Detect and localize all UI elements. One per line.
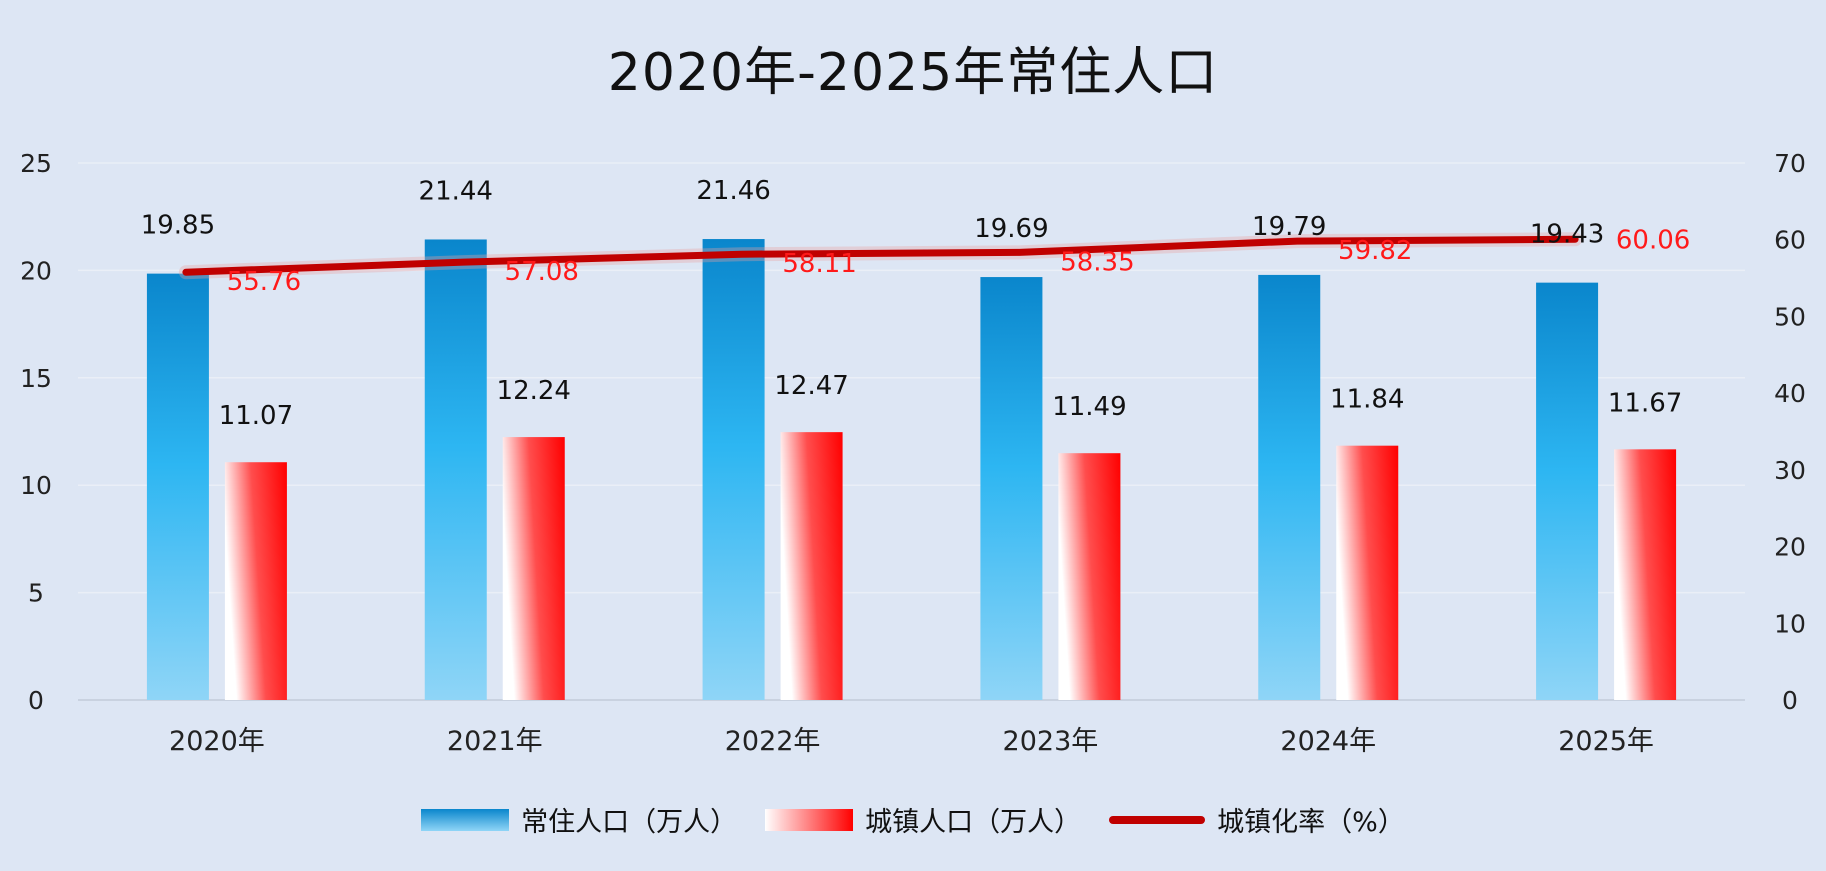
- y-left-tick-label: 0: [28, 686, 44, 715]
- bar-resident-population: [702, 239, 765, 701]
- bar-urban-population: [1336, 445, 1399, 700]
- data-label-urbanization-rate: 58.11: [782, 249, 856, 279]
- data-label-resident-population: 19.69: [974, 214, 1048, 244]
- data-label-urbanization-rate: 60.06: [1616, 225, 1690, 255]
- legend-label-urban: 城镇人口（万人）: [865, 807, 1082, 838]
- data-label-urban-population: 12.47: [774, 371, 848, 401]
- data-label-resident-population: 21.44: [419, 176, 493, 206]
- x-tick-label: 2022年: [725, 726, 821, 757]
- legend-swatch-urbanization-rate: [1109, 815, 1206, 824]
- y-right-tick-label: 30: [1774, 456, 1806, 485]
- bar-resident-population: [1258, 274, 1321, 700]
- y-left-tick-label: 15: [20, 364, 52, 393]
- y-left-tick-label: 20: [20, 256, 52, 285]
- data-label-urbanization-rate: 57.08: [505, 257, 579, 287]
- x-tick-label: 2020年: [169, 726, 265, 757]
- data-label-resident-population: 19.79: [1252, 212, 1326, 242]
- legend-label-resident: 常住人口（万人）: [521, 807, 738, 838]
- legend-label-urbanization-rate: 城镇化率（%）: [1217, 807, 1405, 838]
- y-right-tick-label: 70: [1774, 149, 1806, 178]
- data-label-urban-population: 11.49: [1052, 392, 1126, 422]
- data-label-resident-population: 19.43: [1530, 220, 1604, 250]
- y-right-tick-label: 0: [1782, 686, 1798, 715]
- y-right-tick-label: 10: [1774, 609, 1806, 638]
- y-right-tick-label: 60: [1774, 226, 1806, 255]
- y-right-tick-label: 40: [1774, 379, 1806, 408]
- data-label-resident-population: 19.85: [141, 211, 215, 241]
- legend-swatch-urban: [765, 808, 854, 831]
- legend-item-urbanization-rate: 城镇化率（%）: [1109, 800, 1405, 839]
- bar-urban-population: [780, 432, 843, 700]
- data-label-urbanization-rate: 58.35: [1060, 247, 1134, 277]
- data-label-urban-population: 11.07: [219, 401, 293, 431]
- legend-swatch-resident: [421, 808, 510, 831]
- bar-resident-population: [146, 273, 209, 700]
- bar-resident-population: [424, 239, 487, 700]
- bar-urban-population: [224, 462, 287, 700]
- y-right-tick-label: 20: [1774, 533, 1806, 562]
- y-left-tick-label: 25: [20, 149, 52, 178]
- data-label-urban-population: 11.84: [1330, 385, 1404, 415]
- bar-urban-population: [1614, 449, 1677, 700]
- bar-urban-population: [502, 437, 565, 700]
- data-label-urbanization-rate: 55.76: [227, 267, 301, 297]
- legend-item-urban: 城镇人口（万人）: [765, 800, 1081, 839]
- data-label-urban-population: 12.24: [497, 376, 571, 406]
- line-urbanization-rate: [182, 235, 1579, 276]
- data-label-resident-population: 21.46: [696, 176, 770, 206]
- data-label-urban-population: 11.67: [1608, 388, 1682, 418]
- x-tick-label: 2023年: [1003, 726, 1099, 757]
- data-label-urbanization-rate: 59.82: [1338, 236, 1412, 266]
- legend-item-resident: 常住人口（万人）: [421, 800, 737, 839]
- x-tick-label: 2021年: [447, 726, 543, 757]
- bar-resident-population: [1536, 282, 1599, 700]
- chart-title: 2020年-2025年常住人口: [607, 43, 1219, 103]
- x-tick-label: 2024年: [1280, 726, 1376, 757]
- bar-urban-population: [1058, 453, 1121, 700]
- bar-resident-population: [980, 277, 1043, 700]
- x-tick-label: 2025年: [1558, 726, 1654, 757]
- legend: 常住人口（万人） 城镇人口（万人） 城镇化率（%）: [0, 800, 1826, 839]
- y-left-tick-label: 10: [20, 471, 52, 500]
- y-right-tick-label: 50: [1774, 302, 1806, 331]
- y-left-tick-label: 5: [28, 579, 44, 608]
